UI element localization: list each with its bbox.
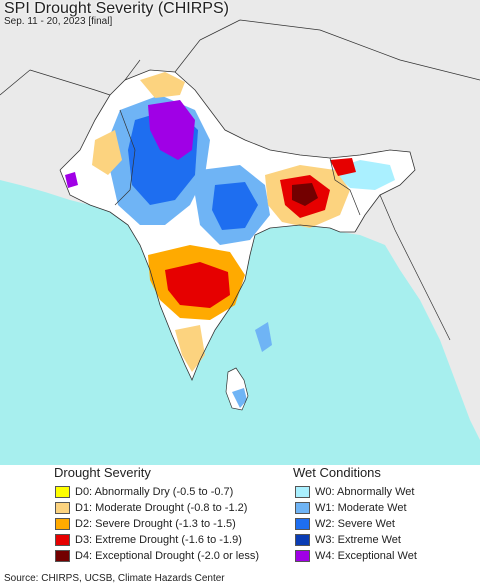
legend-label-d4: D4: Exceptional Drought (-2.0 or less) bbox=[75, 549, 260, 562]
drought-patch-west bbox=[92, 130, 122, 175]
eastern-borders bbox=[329, 157, 451, 341]
legend-swatch-w2 bbox=[295, 517, 310, 530]
map-canvas bbox=[0, 0, 480, 465]
legend-swatch-d1 bbox=[55, 501, 70, 514]
wet-patch-northwest-exceptional bbox=[148, 100, 195, 160]
legend-drought-title: Drought Severity bbox=[54, 465, 151, 480]
legend-item-w3: W3: Extreme Wet bbox=[295, 532, 401, 547]
legend-item-w0: W0: Abnormally Wet bbox=[295, 484, 414, 499]
legend-swatch-d0 bbox=[55, 485, 70, 498]
legend-item-d1: D1: Moderate Drought (-0.8 to -1.2) bbox=[55, 500, 247, 515]
legend-item-w4: W4: Exceptional Wet bbox=[295, 548, 417, 563]
legend-item-d0: D0: Abnormally Dry (-0.5 to -0.7) bbox=[55, 484, 233, 499]
country-border-north bbox=[59, 69, 416, 233]
drought-map: SPI Drought Severity (CHIRPS) Sep. 11 - … bbox=[0, 0, 480, 465]
pakistan-india-border bbox=[114, 109, 136, 206]
legend-label-d0: D0: Abnormally Dry (-0.5 to -0.7) bbox=[75, 485, 234, 498]
legend-item-w2: W2: Severe Wet bbox=[295, 516, 395, 531]
legend-wet-title: Wet Conditions bbox=[293, 465, 381, 480]
legend-swatch-w4 bbox=[295, 549, 310, 562]
legend: Drought Severity Wet Conditions D0: Abno… bbox=[0, 465, 480, 570]
legend-swatch-w1 bbox=[295, 501, 310, 514]
legend-label-w1: W1: Moderate Wet bbox=[315, 501, 407, 514]
drought-patch-southern-tip bbox=[175, 325, 205, 372]
drought-patch-east-exceptional bbox=[292, 183, 318, 206]
legend-item-d3: D3: Extreme Drought (-1.6 to -1.9) bbox=[55, 532, 242, 547]
legend-label-d1: D1: Moderate Drought (-0.8 to -1.2) bbox=[75, 501, 248, 514]
sri-lanka-border bbox=[225, 367, 249, 411]
wet-patch-central-severe bbox=[212, 182, 258, 230]
legend-swatch-d2 bbox=[55, 517, 70, 530]
legend-item-w1: W1: Moderate Wet bbox=[295, 500, 407, 515]
wet-patch-sri-lanka bbox=[232, 388, 247, 408]
legend-label-d3: D3: Extreme Drought (-1.6 to -1.9) bbox=[75, 533, 242, 546]
drought-patch-south-extreme bbox=[165, 262, 230, 308]
wet-patch-gujarat-coast bbox=[65, 172, 78, 188]
legend-label-w0: W0: Abnormally Wet bbox=[315, 485, 415, 498]
legend-swatch-w3 bbox=[295, 533, 310, 546]
map-subtitle: Sep. 11 - 20, 2023 [final] bbox=[4, 16, 113, 27]
legend-label-w3: W3: Extreme Wet bbox=[315, 533, 401, 546]
drought-patch-north bbox=[140, 72, 185, 98]
legend-label-w4: W4: Exceptional Wet bbox=[315, 549, 417, 562]
coastline bbox=[59, 169, 355, 382]
legend-item-d2: D2: Severe Drought (-1.3 to -1.5) bbox=[55, 516, 236, 531]
neighbor-borders bbox=[0, 19, 480, 96]
legend-label-w2: W2: Severe Wet bbox=[315, 517, 395, 530]
legend-swatch-w0 bbox=[295, 485, 310, 498]
wet-patch-southeast bbox=[255, 322, 272, 352]
legend-label-d2: D2: Severe Drought (-1.3 to -1.5) bbox=[75, 517, 236, 530]
source-credit: Source: CHIRPS, UCSB, Climate Hazards Ce… bbox=[4, 573, 225, 584]
legend-swatch-d4 bbox=[55, 549, 70, 562]
map-title: SPI Drought Severity (CHIRPS) bbox=[4, 0, 229, 17]
legend-swatch-d3 bbox=[55, 533, 70, 546]
legend-item-d4: D4: Exceptional Drought (-2.0 or less) bbox=[55, 548, 259, 563]
drought-patch-northeast bbox=[330, 158, 356, 176]
